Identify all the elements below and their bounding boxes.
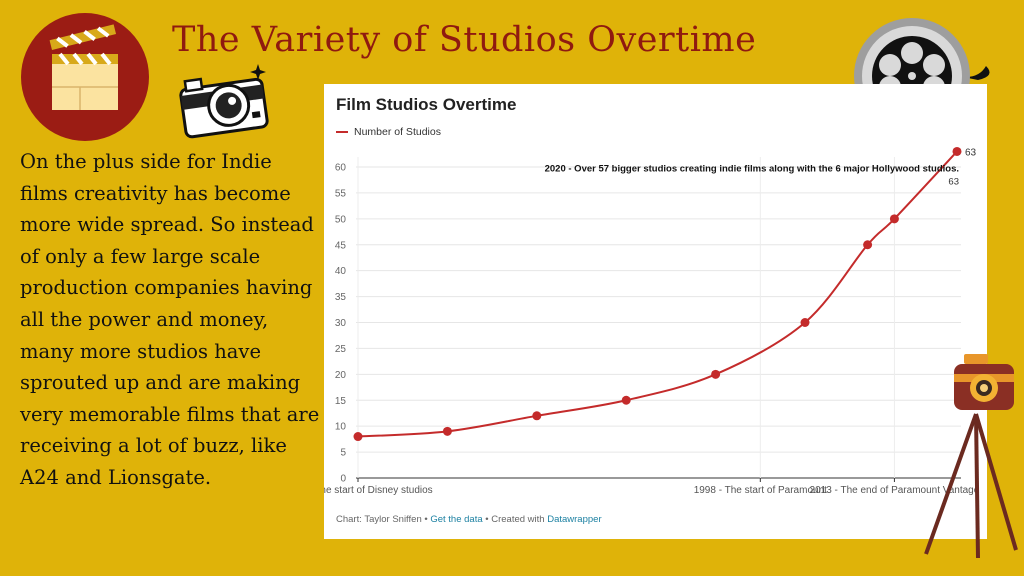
x-tick-label: 2013 - The end of Paramount Vantage [810, 485, 980, 496]
chart-legend: Number of Studios [336, 126, 441, 138]
y-tick-label: 45 [335, 240, 347, 251]
line-chart: 0 5 10 15 20 25 30 35 40 45 50 55 60 1953 - The start… [324, 146, 980, 496]
y-tick-label: 55 [335, 188, 347, 199]
y-tick-label: 35 [335, 292, 347, 303]
y-tick-label: 50 [335, 214, 347, 225]
tripod-camera-icon [924, 354, 1018, 559]
data-point [353, 432, 363, 442]
end-value-label: 63 [965, 147, 977, 158]
body-paragraph: On the plus side for Indie films creativ… [20, 150, 320, 489]
clapperboard-icon [21, 13, 149, 141]
series-line [357, 150, 958, 438]
chart-footer: Chart: Taylor Sniffen • Get the data • C… [336, 514, 602, 525]
x-tick-label: 1953 - The start of Disney studios [324, 485, 433, 496]
annotation-text: 2020 - Over 57 bigger studios creating i… [545, 163, 959, 174]
x-tick-label: 1998 - The start of Paramount [694, 485, 827, 496]
y-tick-label: 10 [335, 422, 347, 433]
data-point [952, 146, 962, 156]
y-tick-label: 40 [335, 266, 347, 277]
chart-title: Film Studios Overtime [336, 95, 517, 114]
y-tick-label: 20 [335, 370, 347, 381]
camera-icon [179, 64, 269, 139]
data-point [889, 214, 899, 224]
y-tick-label: 60 [335, 163, 347, 174]
data-point [442, 426, 452, 436]
data-point [711, 369, 721, 379]
y-tick-label: 25 [335, 344, 347, 355]
legend-label: Number of Studios [354, 126, 441, 138]
data-point [621, 395, 631, 405]
chart-card: Film Studios Overtime Number of Studios … [324, 84, 987, 539]
data-point [863, 240, 873, 250]
datawrapper-link[interactable]: Datawrapper [547, 514, 602, 525]
footer-created-with: • Created with [482, 514, 548, 525]
chart-source: Chart: Taylor Sniffen [336, 514, 422, 525]
y-tick-label: 30 [335, 318, 347, 329]
legend-swatch [336, 131, 348, 133]
y-tick-label: 0 [340, 474, 346, 485]
annotation-value: 63 [948, 176, 959, 187]
y-tick-label: 5 [340, 448, 346, 459]
get-data-link[interactable]: Get the data [430, 514, 483, 525]
data-point [532, 411, 542, 421]
data-point [800, 318, 810, 327]
footer-separator: • [421, 514, 431, 525]
y-tick-label: 15 [335, 396, 347, 407]
slide-title: The Variety of Studios Overtime [172, 20, 757, 60]
